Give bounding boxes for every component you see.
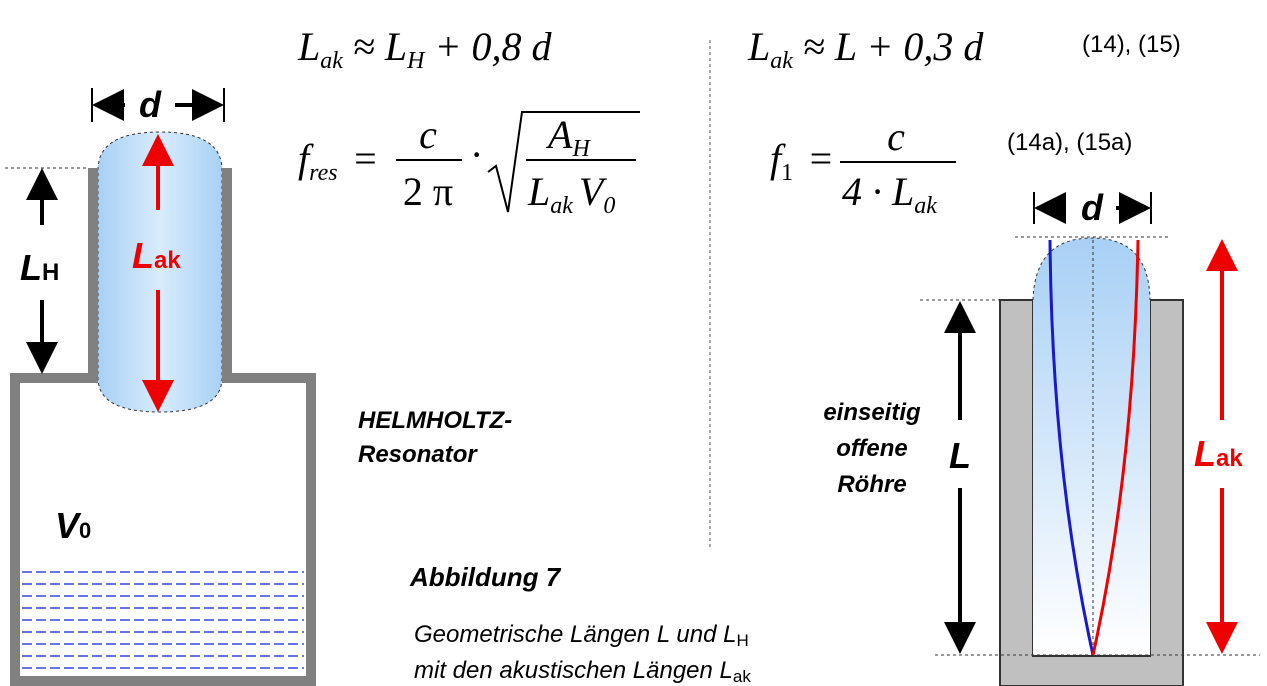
equation: Lak ≈ L + 0,3 d [747,24,984,74]
svg-text:f1=: f1 = [770,136,834,186]
d-label: d [139,84,162,125]
tube-name: einseitig [823,399,921,426]
tube-name: Röhre [837,471,906,498]
caption-text: Geometrische Längen L und LH [414,621,749,650]
d-label: d [1081,187,1104,228]
equation: fres = c 2 π · AH Lak V0 [298,111,640,219]
lak-label: Lak [1194,433,1243,474]
equation: Lak ≈ LH + 0,8 d [297,24,552,74]
svg-text:4 · Lak: 4 · Lak [842,169,937,219]
tube-drawing [920,192,1260,686]
svg-text:·: · [470,132,483,177]
svg-text:fres=: fres = [298,136,379,186]
v0-label: V0 [55,505,91,546]
l-label: L [949,435,971,476]
equation-ref: (14a), (15a) [1007,129,1132,156]
caption-text: mit den akustischen Längen Lak [414,657,751,686]
resonator-name: HELMHOLTZ- [358,407,512,434]
equation-ref: (14), (15) [1082,31,1181,58]
resonator-name: Resonator [358,441,478,468]
equation: f1 = c 4 · Lak [770,114,956,219]
svg-text:c: c [887,114,905,159]
svg-text:AH: AH [545,112,591,162]
tube-name: offene [836,435,908,462]
svg-text:2 π: 2 π [403,169,453,214]
helmholtz-drawing [5,88,316,686]
lak-label: Lak [132,235,181,276]
lh-label: LH [20,247,59,288]
svg-text:c: c [419,112,437,157]
caption-title: Abbildung 7 [409,562,562,592]
